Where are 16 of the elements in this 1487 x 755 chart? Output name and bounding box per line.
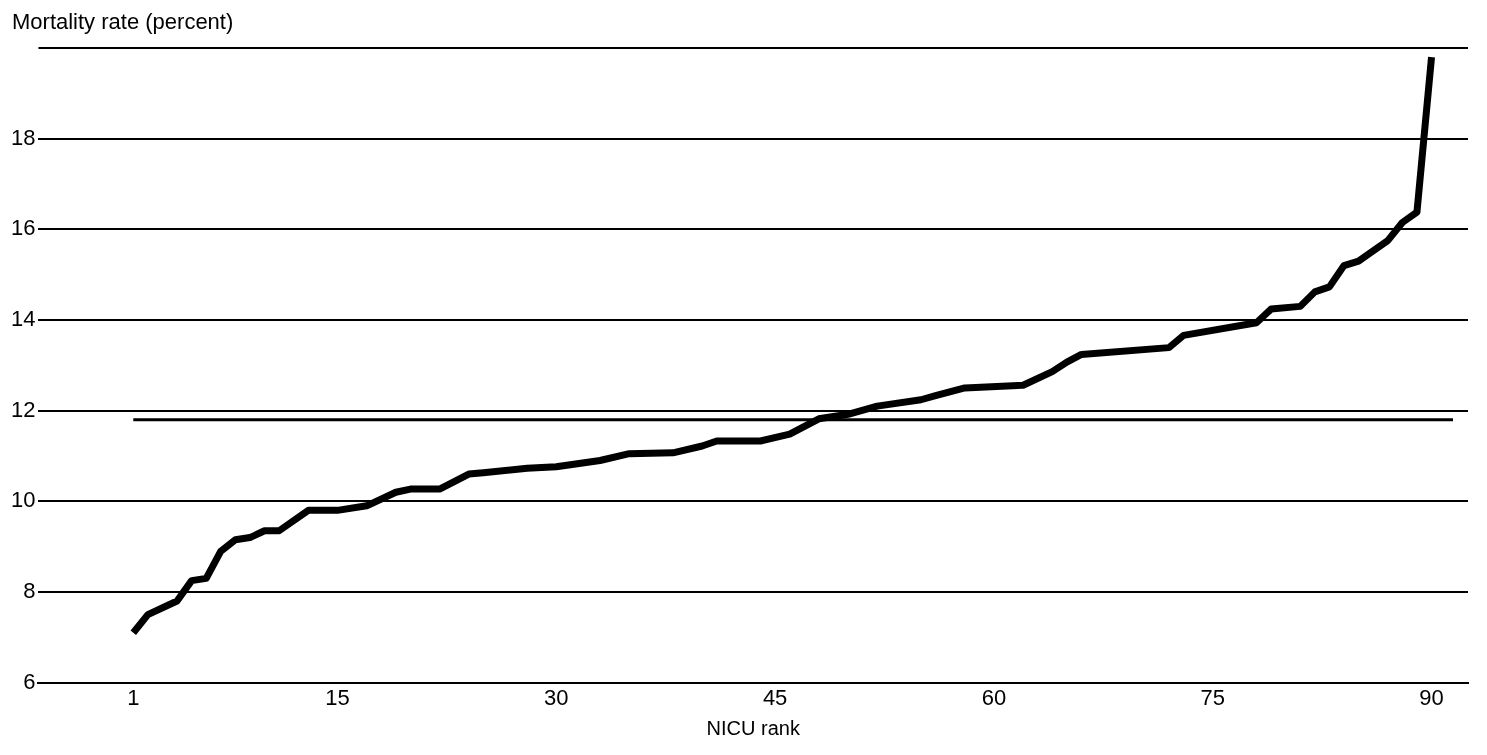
y-tick-label: 10 — [10, 487, 36, 513]
y-axis-title: Mortality rate (percent) — [12, 9, 234, 35]
x-tick-label: 90 — [1419, 684, 1444, 710]
x-tick-label: 75 — [1200, 684, 1225, 710]
x-tick-label: 60 — [981, 684, 1007, 710]
x-tick-label: 15 — [325, 684, 350, 710]
x-axis-title: NICU rank — [706, 716, 801, 739]
x-tick-label: 30 — [544, 684, 569, 710]
y-tick-label: 16 — [10, 215, 36, 241]
x-tick-label: 1 — [127, 684, 140, 710]
y-tick-label: 6 — [23, 668, 36, 694]
y-tick-label: 18 — [10, 124, 36, 150]
y-tick-label: 12 — [10, 396, 36, 422]
x-tick-label: 45 — [762, 684, 788, 710]
y-tick-label: 14 — [10, 306, 36, 332]
y-tick-label: 8 — [23, 578, 36, 604]
